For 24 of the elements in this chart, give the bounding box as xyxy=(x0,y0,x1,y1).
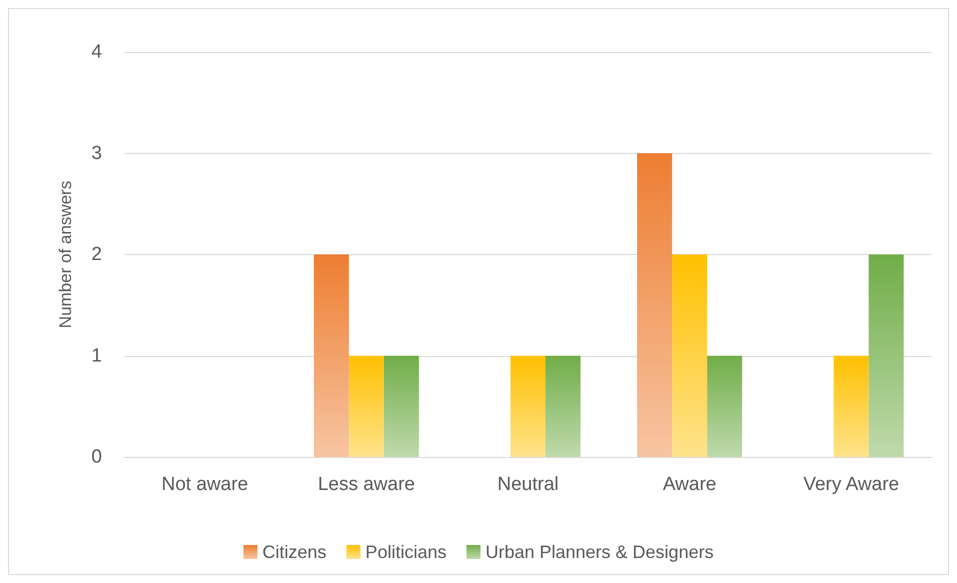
bar xyxy=(834,356,869,457)
bar xyxy=(868,254,904,457)
legend-label: Urban Planners & Designers xyxy=(485,542,714,562)
x-tick-label: Very Aware xyxy=(803,474,900,495)
bar xyxy=(384,356,419,457)
y-tick-label: 1 xyxy=(91,345,102,366)
bar xyxy=(707,356,742,457)
bar xyxy=(314,254,349,457)
x-tick-label: Not aware xyxy=(161,474,248,495)
bar xyxy=(546,356,581,457)
legend-label: Politicians xyxy=(365,542,446,562)
y-tick-label: 2 xyxy=(91,244,102,265)
x-tick-label: Aware xyxy=(662,474,716,495)
bar xyxy=(348,356,384,457)
y-tick-label: 4 xyxy=(91,42,102,62)
x-tick-label: Less aware xyxy=(318,474,415,495)
y-axis-title: Number of answers xyxy=(56,180,75,328)
x-tick-label: Neutral xyxy=(497,474,559,495)
bar xyxy=(637,153,672,457)
y-tick-label: 0 xyxy=(91,446,102,468)
bar xyxy=(510,356,546,457)
legend-label: Citizens xyxy=(262,542,326,562)
bar xyxy=(672,254,708,457)
y-tick-label: 3 xyxy=(91,142,102,164)
